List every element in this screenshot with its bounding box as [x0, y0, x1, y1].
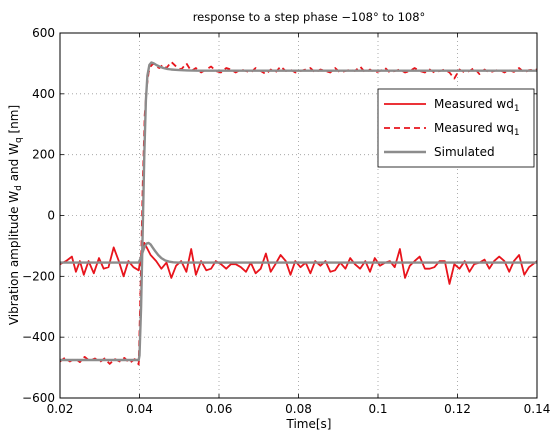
plot-frame	[59, 32, 538, 399]
legend: Measured wd1 Measured wq1 Simulated	[377, 88, 535, 168]
y-axis-title: Vibration amplitude Wd and Wq [nm]	[7, 105, 24, 325]
y-axis-title-sub: q	[14, 137, 24, 143]
y-axis-title-part: and W	[7, 143, 21, 185]
series-line-2	[60, 61, 537, 362]
x-tick-label: 0.12	[444, 402, 471, 416]
y-tick-label: 200	[32, 148, 55, 162]
x-tick-label: 0.08	[285, 402, 312, 416]
grid-layer	[60, 33, 537, 398]
legend-label: Measured wd1	[434, 97, 520, 114]
y-tick-label: −600	[22, 391, 55, 405]
y-tick-label: −400	[22, 330, 55, 344]
tick-layer: 0.02 0.04 0.06 0.08 0.1 0.12 0.14 −600 −400 −200 0…	[22, 26, 550, 416]
x-tick-label: 0.1	[368, 402, 387, 416]
legend-label: Measured wq1	[434, 121, 520, 138]
series-line-0	[59, 241, 538, 285]
y-tick-label: 0	[47, 209, 55, 223]
x-tick-label: 0.14	[524, 402, 550, 416]
chart-title: response to a step phase −108° to 108°	[193, 10, 426, 24]
x-tick-label: 0.02	[47, 402, 74, 416]
y-axis-title-sub: d	[14, 185, 24, 191]
y-axis-title-part: Vibration amplitude W	[7, 191, 21, 325]
x-tick-label: 0.06	[206, 402, 233, 416]
y-axis-title-part: [nm]	[7, 105, 21, 137]
series-line-3	[60, 241, 537, 264]
y-tick-label: 600	[32, 26, 55, 40]
series-layer	[59, 61, 538, 366]
y-tick-label: −200	[22, 269, 55, 283]
x-axis-title: Time[s]	[286, 417, 332, 431]
legend-label: Simulated	[434, 145, 495, 159]
y-tick-label: 400	[32, 87, 55, 101]
x-tick-label: 0.04	[126, 402, 153, 416]
